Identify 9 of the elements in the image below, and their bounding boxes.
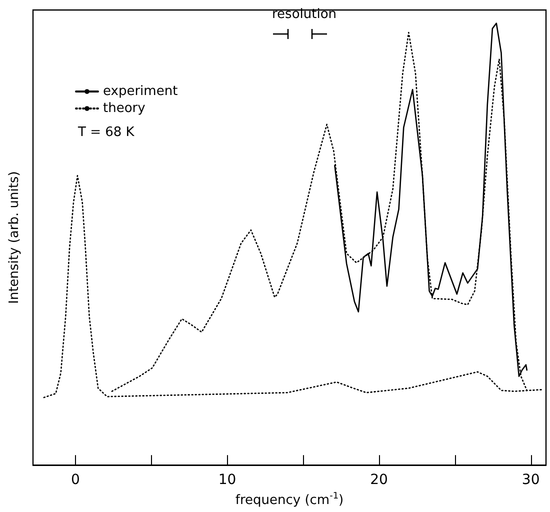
text: resolution	[272, 7, 337, 22]
x-tick-label: 0	[71, 472, 80, 488]
x-tick-label: 30	[522, 472, 540, 488]
annotation: T = 68 K	[77, 125, 135, 140]
x-tick-label: 20	[370, 472, 388, 488]
legend-label: experiment	[103, 84, 178, 99]
legend-label: theory	[103, 101, 146, 116]
y-axis-title: Intensity (arb. units)	[7, 171, 22, 304]
x-tick-label: 10	[218, 472, 236, 488]
